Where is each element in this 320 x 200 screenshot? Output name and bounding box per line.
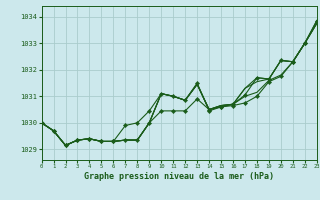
X-axis label: Graphe pression niveau de la mer (hPa): Graphe pression niveau de la mer (hPa) [84,172,274,181]
